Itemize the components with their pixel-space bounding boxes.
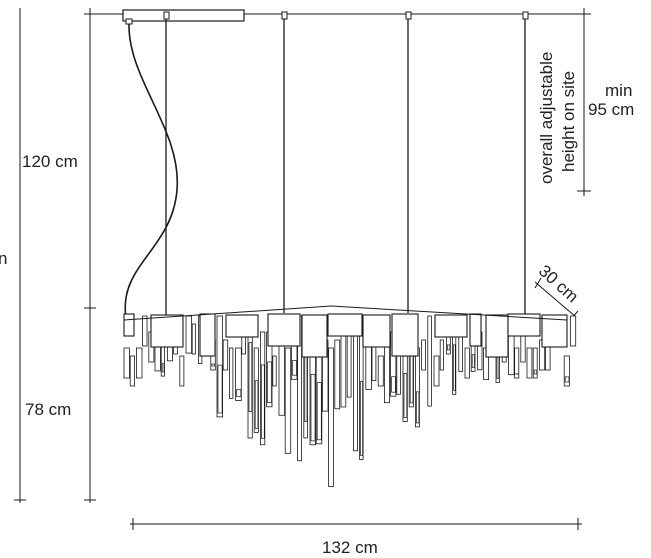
crystal-plate — [541, 314, 568, 348]
crystal-bar — [272, 355, 277, 387]
crystal-plate — [391, 313, 419, 357]
crystal-bar — [352, 331, 358, 452]
crystal-bar — [526, 347, 533, 379]
crystal-plate — [434, 314, 468, 338]
cable-clamp — [405, 11, 412, 20]
crystal-bar — [532, 347, 538, 379]
crystal-bar-inner — [292, 360, 297, 376]
crystal-plate — [225, 314, 259, 338]
body-frame-top — [123, 305, 568, 321]
crystal-bar — [259, 331, 266, 446]
cable-clamp — [281, 11, 288, 20]
crystal-bar — [142, 315, 148, 347]
adjustable-height-label-line2: height on site — [559, 70, 578, 172]
crystal-bar-inner — [360, 381, 363, 456]
crystal-bar-inner — [471, 354, 475, 368]
crystal-plate — [150, 314, 184, 348]
crystal-bar — [433, 355, 440, 387]
crystal-bar — [514, 347, 520, 379]
body-height-label: 78 cm — [25, 400, 72, 419]
depth-dimension-line — [534, 281, 577, 318]
crystal-bar-inner — [161, 363, 165, 373]
crystal-bar-inner — [564, 376, 570, 383]
crystal-bar — [235, 347, 242, 401]
crystal-bar — [334, 339, 341, 410]
crystal-bar — [421, 339, 427, 371]
crystal-bar — [328, 347, 334, 487]
adjustable-height-label-line1: overall adjustable — [537, 51, 556, 184]
dimension-lines — [14, 8, 591, 530]
crystal-bar-inner — [254, 380, 259, 429]
crystal-bar-inner — [533, 369, 538, 375]
power-cord — [124, 23, 179, 319]
crystal-bar — [185, 315, 192, 354]
crystal-plate — [301, 314, 328, 358]
crystal-bar — [129, 355, 135, 387]
crystal-plate — [267, 313, 301, 347]
crystal-bar-inner — [261, 364, 265, 439]
crystal-bar — [464, 347, 470, 379]
chandelier-fixture — [122, 9, 577, 487]
crystal-plate — [123, 313, 135, 337]
crystal-plate — [507, 313, 541, 337]
min-height-label-line1: min — [605, 81, 633, 100]
crystal-plate — [327, 313, 363, 337]
crystal-bar-inner — [416, 391, 420, 424]
crystal-plate — [469, 313, 482, 347]
crystal-bar — [427, 315, 432, 407]
crystal-bar — [135, 347, 143, 379]
crystal-bar — [563, 355, 570, 387]
crystal-bar-inner — [211, 363, 216, 367]
cable-length-label: 120 cm — [22, 152, 78, 171]
crystal-plate — [199, 313, 216, 357]
crystal-bar-inner — [403, 373, 408, 418]
cord-grip — [125, 18, 133, 25]
crystal-bar — [570, 315, 577, 347]
crystal-bar — [228, 347, 234, 399]
crystal-bar — [253, 347, 259, 433]
crystal-bar — [179, 355, 185, 387]
depth-tick-a — [534, 277, 542, 289]
crystal-plate — [362, 314, 391, 348]
crystal-bar — [222, 339, 229, 371]
crystal-bar-inner — [316, 382, 322, 441]
crystal-plate — [485, 314, 509, 358]
cable-clamp — [522, 11, 529, 20]
crystal-bar-inner — [248, 342, 253, 412]
crystal-bar — [377, 355, 384, 387]
crystal-bar — [191, 323, 196, 355]
crystal-bar — [439, 339, 444, 371]
crystal-bar — [507, 331, 515, 376]
min-height-label-line2: 95 cm — [588, 100, 635, 119]
crystal-bar-inner — [453, 344, 456, 391]
crystal-bar-inner — [391, 376, 396, 393]
crystal-bar-inner — [447, 344, 451, 351]
crystal-bar — [284, 347, 292, 454]
cable-clamp — [163, 11, 170, 20]
total-height-label: n — [0, 249, 8, 268]
crystal-bar-inner — [267, 361, 272, 404]
ceiling-canopy — [122, 9, 245, 22]
crystal-bar — [216, 315, 223, 418]
width-label: 132 cm — [322, 538, 378, 557]
crystal-bar-inner — [217, 364, 223, 414]
crystal-bar-inner — [310, 373, 316, 442]
crystal-bar-inner — [236, 389, 242, 397]
crystal-bar — [123, 347, 130, 379]
